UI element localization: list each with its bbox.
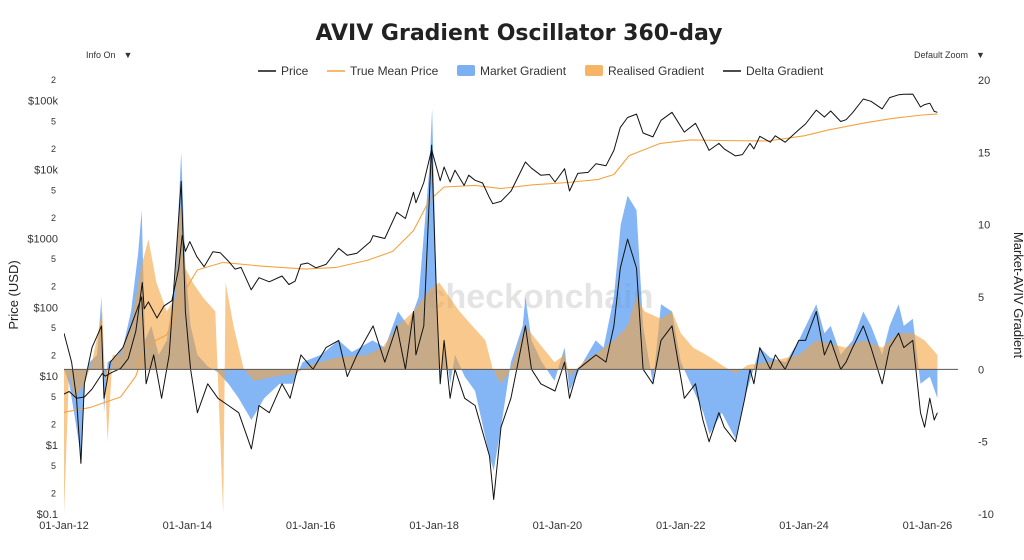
y-left-title: Price (USD) xyxy=(6,260,21,329)
axes: $0.1 $1 $10 $100 $1000 $10k $100k 2 5 2 5 2 5 2 5 2 5 2 5 2… xyxy=(27,75,994,532)
y-left-minor-tick-label: 2 xyxy=(51,75,56,85)
y-left-tick-label: $10 xyxy=(40,371,58,383)
plot-area[interactable] xyxy=(64,93,958,514)
chevron-down-icon: ▼ xyxy=(123,50,133,60)
legend-label: True Mean Price xyxy=(350,64,439,78)
legend-swatch xyxy=(585,65,603,76)
legend-label: Realised Gradient xyxy=(608,64,705,78)
x-tick-label: 01-Jan-18 xyxy=(409,520,459,532)
realised-gradient-area xyxy=(64,195,938,514)
y-left-tick-label: $100 xyxy=(34,302,58,314)
y-right-tick-label: 15 xyxy=(978,147,990,159)
y-right-tick-label: -10 xyxy=(978,509,994,521)
y-left-minor-tick-label: 2 xyxy=(51,351,56,361)
y-left-minor-tick-label: 2 xyxy=(51,213,56,223)
market-gradient-area xyxy=(64,108,938,471)
true-mean-price-line xyxy=(64,113,938,413)
y-left-minor-tick-label: 5 xyxy=(51,392,56,402)
y-left-tick-label: $1000 xyxy=(27,233,58,245)
x-tick-label: 01-Jan-16 xyxy=(286,520,336,532)
y-right-tick-label: 5 xyxy=(978,292,984,304)
delta-gradient-line xyxy=(64,144,938,500)
x-tick-label: 01-Jan-24 xyxy=(779,520,829,532)
x-tick-label: 01-Jan-26 xyxy=(903,520,953,532)
x-tick-label: 01-Jan-20 xyxy=(533,520,583,532)
y-right-tick-label: -5 xyxy=(978,437,988,449)
legend-item-price[interactable]: Price xyxy=(258,64,309,78)
y-left-tick-label: $1 xyxy=(46,440,58,452)
info-toggle[interactable]: Info On ▼ xyxy=(86,50,132,60)
y-left-minor-tick-label: 5 xyxy=(51,185,56,195)
legend-label: Price xyxy=(281,64,309,78)
price-line xyxy=(64,93,938,399)
legend-item-market-gradient[interactable]: Market Gradient xyxy=(457,64,567,78)
x-tick-label: 01-Jan-12 xyxy=(39,520,89,532)
legend: Price True Mean Price Market Gradient Reali… xyxy=(258,64,824,78)
y-right-tick-label: 10 xyxy=(978,220,990,232)
legend-label: Delta Gradient xyxy=(746,64,824,78)
zoom-select-label: Default Zoom xyxy=(914,50,969,60)
y-left-minor-tick-label: 2 xyxy=(51,488,56,498)
legend-item-realised-gradient[interactable]: Realised Gradient xyxy=(585,64,705,78)
y-left-minor-tick-label: 5 xyxy=(51,116,56,126)
y-left-minor-tick-label: 5 xyxy=(51,254,56,264)
zoom-select[interactable]: Default Zoom ▼ xyxy=(914,50,985,60)
y-right-tick-label: 0 xyxy=(978,364,984,376)
y-left-tick-label: $10k xyxy=(34,165,58,177)
y-left-minor-tick-label: 5 xyxy=(51,461,56,471)
y-left-tick-label: $0.1 xyxy=(37,509,58,521)
legend-label: Market Gradient xyxy=(480,64,567,78)
y-left-minor-tick-label: 2 xyxy=(51,419,56,429)
y-left-minor-tick-label: 2 xyxy=(51,282,56,292)
y-right-title: Market-AVIV Gradient xyxy=(1011,232,1024,359)
legend-item-true-mean-price[interactable]: True Mean Price xyxy=(327,64,439,78)
y-left-tick-label: $100k xyxy=(28,96,58,108)
y-right-tick-label: 20 xyxy=(978,75,990,87)
chevron-down-icon: ▼ xyxy=(976,50,985,60)
legend-swatch xyxy=(457,65,475,76)
chart-title: AVIV Gradient Oscillator 360-day xyxy=(316,21,723,46)
legend-item-delta-gradient[interactable]: Delta Gradient xyxy=(723,64,824,78)
x-tick-label: 01-Jan-14 xyxy=(163,520,213,532)
x-tick-label: 01-Jan-22 xyxy=(656,520,706,532)
y-left-minor-tick-label: 5 xyxy=(51,323,56,333)
y-left-minor-tick-label: 2 xyxy=(51,144,56,154)
info-toggle-label: Info On xyxy=(86,50,116,60)
